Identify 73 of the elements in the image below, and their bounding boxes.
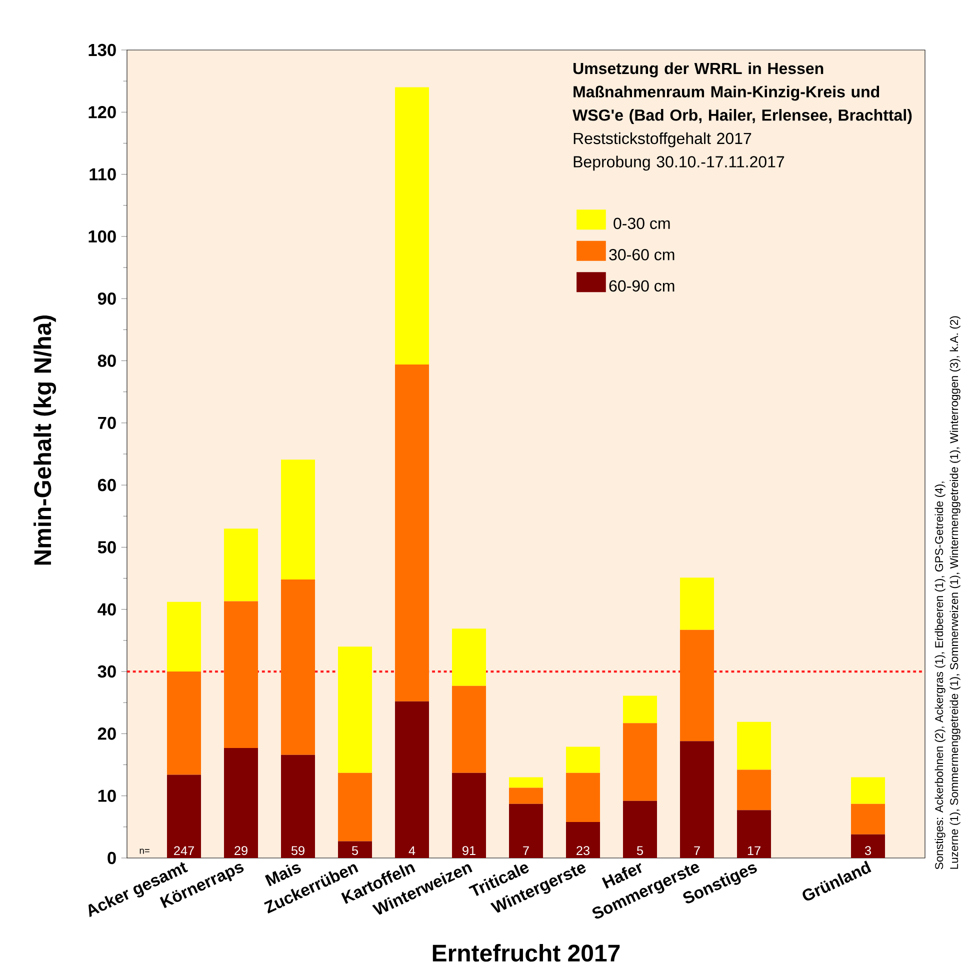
annotation: 23 [576, 846, 590, 856]
y-tick-label: 40 [98, 603, 116, 616]
annotation: 3 [864, 846, 871, 856]
bar [851, 834, 886, 858]
bar [167, 774, 201, 858]
bar [338, 646, 372, 773]
bar [566, 746, 600, 773]
annotation: 59 [291, 846, 304, 856]
legend-label: 60-90 cm [609, 280, 674, 292]
annotation: 29 [234, 846, 248, 856]
bar [281, 754, 315, 858]
bar [509, 777, 543, 788]
bar [623, 800, 658, 858]
y-tick-label: 0 [108, 852, 116, 864]
legend-label: 0-30 cm [614, 218, 670, 230]
annotation: 5 [636, 846, 644, 856]
bar [395, 87, 429, 364]
annotation: 5 [352, 846, 358, 856]
bar [224, 601, 258, 748]
bar [281, 580, 315, 755]
y-tick-label: 120 [88, 106, 116, 118]
text: Umsetzung der WRRL in Hessen Maßnahmenraum Main-Kinzig-Kreis und WSG'e (Bad Orb, Hailer, Erlensee, Brachttal) [572, 62, 912, 124]
annotation: 7 [523, 846, 529, 856]
bar [338, 772, 372, 842]
y-tick-label: 110 [90, 168, 116, 180]
legend-label: 30-60 cm [609, 249, 674, 260]
bar [452, 772, 486, 858]
bar [851, 804, 886, 834]
bar [338, 841, 372, 858]
text: Reststickstoffgehalt 2017 [574, 132, 752, 148]
bar [224, 528, 258, 602]
bar [167, 602, 201, 672]
annotation: 247 [174, 846, 194, 856]
bar [737, 810, 771, 858]
bar [395, 701, 429, 858]
bar [167, 672, 201, 775]
annotation: 91 [462, 846, 476, 856]
bar [623, 723, 658, 801]
text: Sonstiges: Ackerbohnen (2), Ackergras (1), Erdbeeren (1), GPS-Getreide (4), [934, 482, 946, 870]
bar [452, 628, 486, 686]
bar [452, 686, 486, 773]
bar [509, 788, 543, 804]
bar [680, 578, 714, 630]
y-tick-label: 10 [98, 790, 116, 802]
bar [737, 722, 771, 770]
bar [566, 822, 600, 858]
bar [395, 364, 429, 702]
y-tick-label: 20 [98, 728, 116, 740]
bar [851, 777, 886, 804]
bar [509, 804, 543, 858]
bar [680, 741, 714, 858]
y-tick-label: 60 [98, 478, 116, 492]
bar [281, 460, 315, 580]
y-tick-label: 90 [98, 292, 116, 305]
x-axis-title: Erntefrucht 2017 [432, 944, 620, 962]
annotation: n= [140, 848, 150, 854]
y-tick-label: 30 [98, 665, 116, 678]
y-tick-label: 70 [98, 416, 116, 430]
text: Luzerne (1), Sommermenggetreide (1), Sommerweizen (1), Wintermenggetreide (1), Winterroggen (3), k.A. (2) [950, 316, 960, 869]
annotation: 17 [748, 846, 760, 856]
y-tick-label: 130 [88, 44, 116, 56]
annotation: 7 [694, 846, 700, 856]
bar [566, 772, 600, 822]
bar [680, 630, 714, 742]
y-tick-label: 50 [98, 541, 116, 554]
bar [224, 748, 258, 858]
bar [737, 770, 771, 810]
annotation: Beprobung 30.10.-17.11.2017 [574, 156, 784, 171]
annotation: 4 [408, 846, 416, 856]
y-tick-label: 80 [98, 354, 116, 367]
bar [623, 696, 658, 724]
y-axis-title: Nmin-Gehalt (kg N/ha) [34, 315, 56, 565]
y-tick-label: 100 [88, 230, 116, 243]
